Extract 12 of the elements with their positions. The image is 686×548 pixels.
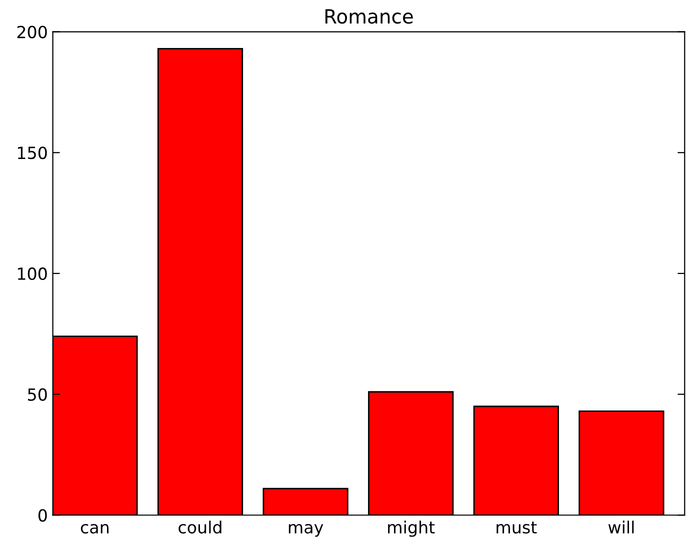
y-tick-label: 50 — [28, 388, 47, 401]
y-tick-label: 100 — [18, 267, 47, 280]
x-tick-label: could — [178, 520, 222, 534]
x-tick-label: must — [496, 522, 537, 534]
x-tick-label: might — [388, 520, 435, 537]
x-tick-label: will — [608, 520, 634, 534]
x-tick-label: can — [80, 524, 108, 534]
y-tick-label: 150 — [18, 146, 47, 160]
chart-title: Romance — [325, 9, 413, 24]
x-tick-label: may — [288, 524, 324, 537]
y-tick-label: 200 — [17, 26, 47, 38]
y-tick-label: 0 — [38, 509, 47, 522]
